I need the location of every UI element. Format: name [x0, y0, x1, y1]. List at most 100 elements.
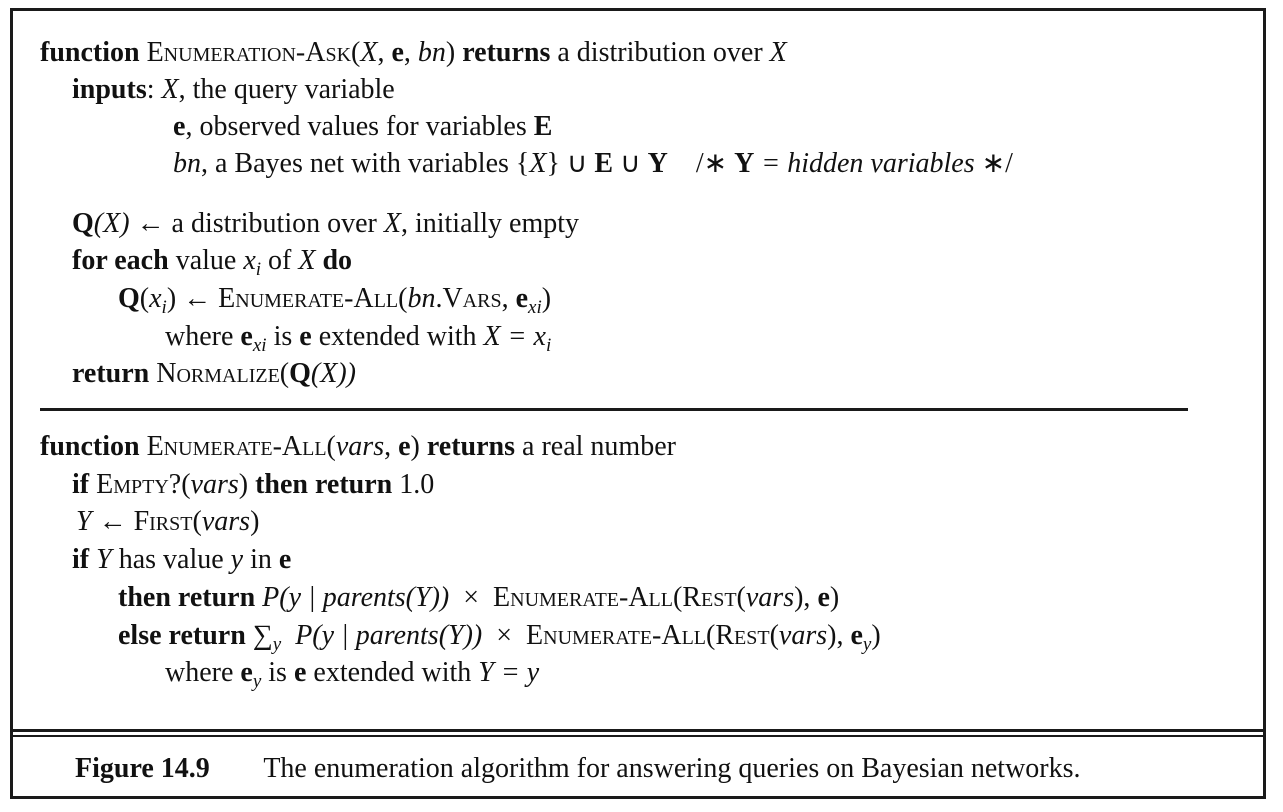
paren: ( — [398, 283, 408, 314]
paren: ( — [326, 431, 336, 462]
algo1-input-e: e, observed values for variables E — [173, 110, 552, 144]
figure-caption: Figure 14.9 The enumeration algorithm fo… — [75, 752, 1081, 786]
keyword-returns: returns — [419, 431, 516, 462]
subscript: i — [545, 335, 552, 356]
keyword-function: function — [40, 37, 140, 68]
algo1-return: return Normalize(Q(X)) — [72, 357, 356, 391]
text: in — [243, 544, 279, 575]
var-Q: Q — [289, 358, 311, 389]
comment-text: = hidden variables — [754, 148, 975, 179]
arg-bn: bn — [417, 37, 446, 68]
paren: ), — [794, 582, 818, 613]
comma: , — [384, 431, 399, 462]
algo2-signature: function Enumerate-All(vars, e) returns … — [40, 430, 676, 464]
comma: , — [377, 37, 392, 68]
algo1-where: where exi is e extended with X = xi — [165, 320, 551, 363]
algo1-input-bn: bn, a Bayes net with variables {X} ∪ E ∪… — [173, 147, 1013, 181]
paren: ) — [445, 37, 456, 68]
function-name: Rest — [682, 582, 737, 613]
text: of — [261, 245, 299, 276]
keyword-if: if — [72, 544, 90, 575]
algo1-inputs-line: inputs: X, the query variable — [72, 73, 395, 107]
text: extended with — [306, 657, 479, 688]
var-e: e — [278, 544, 292, 575]
algo2-where: where ey is e extended with Y = y — [165, 656, 539, 699]
probability-expr: P(y | parents(Y)) — [255, 582, 450, 613]
subscript: y — [272, 634, 282, 655]
subscript: y — [862, 634, 872, 655]
algo2-if-y: if Y has value y in e — [72, 543, 291, 577]
paren: ( — [672, 582, 683, 613]
caption-rule-bottom — [10, 735, 1266, 737]
var-e: e — [299, 321, 312, 352]
arrow: ← — [91, 506, 134, 537]
algo2-else: else return ∑y P(y | parents(Y)) × Enume… — [118, 619, 881, 662]
paren: ) — [829, 582, 840, 613]
subscript: y — [252, 671, 262, 692]
field-vars: .Vars — [435, 283, 502, 314]
var-vars: vars — [190, 469, 239, 500]
function-name: Enumerate-All — [146, 431, 327, 462]
keyword-else-return: else return — [118, 620, 246, 651]
function-name: Empty? — [89, 469, 182, 500]
var-x: (X)) — [310, 358, 356, 389]
paren: ( — [706, 620, 716, 651]
colon: : — [146, 74, 162, 105]
keyword-then-return: then return — [248, 469, 393, 500]
equation: Y = y — [478, 657, 540, 688]
text: is — [261, 657, 294, 688]
var-Y: Y — [89, 544, 112, 575]
paren: ( — [279, 358, 290, 389]
paren: ) — [410, 431, 420, 462]
function-name: Enumeration-Ask — [146, 37, 352, 68]
sum-symbol: ∑ — [245, 620, 273, 651]
paren: ( — [351, 37, 361, 68]
paren: ) — [250, 506, 260, 537]
var-bn: bn — [407, 283, 436, 314]
var-x: x — [149, 283, 162, 314]
comma: , — [403, 37, 418, 68]
var-E: E — [594, 148, 614, 179]
var-e: e — [817, 582, 830, 613]
paren: ) — [238, 469, 249, 500]
keyword-for-each: for each — [72, 245, 169, 276]
keyword-then-return: then return — [118, 582, 256, 613]
subscript: xi — [528, 297, 542, 318]
var-x: X — [529, 148, 547, 179]
var-x: X — [769, 37, 787, 68]
var-Q: Q — [72, 208, 94, 239]
var-e: e — [515, 283, 529, 314]
var-vars: vars — [778, 620, 828, 651]
var-x: x — [243, 245, 256, 276]
equation: X = x — [483, 321, 546, 352]
paren: ( — [181, 469, 191, 500]
text: , initially empty — [400, 208, 580, 239]
text: value — [168, 245, 244, 276]
text: where — [165, 657, 241, 688]
paren: ( — [139, 283, 150, 314]
var-x: X — [298, 245, 316, 276]
paren: ( — [769, 620, 779, 651]
separator-rule — [40, 408, 1188, 411]
var-x: X — [383, 208, 401, 239]
keyword-returns: returns — [462, 37, 551, 68]
arg-vars: vars — [335, 431, 385, 462]
text: , observed values for variables — [185, 111, 534, 142]
comment-close: ∗/ — [974, 148, 1013, 179]
text: where — [165, 321, 241, 352]
var-e: e — [850, 620, 863, 651]
arg-e: e — [398, 431, 411, 462]
union: } ∪ — [546, 148, 595, 179]
var-E: E — [533, 111, 553, 142]
var-vars: vars — [201, 506, 251, 537]
probability-expr: P(y | parents(Y)) — [281, 620, 483, 651]
var-Y: Y — [734, 148, 755, 179]
text: , a Bayes net with variables { — [201, 148, 530, 179]
text: is — [266, 321, 300, 352]
keyword-inputs: inputs — [72, 74, 147, 105]
keyword-function: function — [40, 431, 140, 462]
algo2-then: then return P(y | parents(Y)) × Enumerat… — [118, 581, 839, 615]
union: ∪ — [613, 148, 648, 179]
var-bn: bn — [173, 148, 201, 179]
function-name: Enumerate-All — [218, 283, 399, 314]
